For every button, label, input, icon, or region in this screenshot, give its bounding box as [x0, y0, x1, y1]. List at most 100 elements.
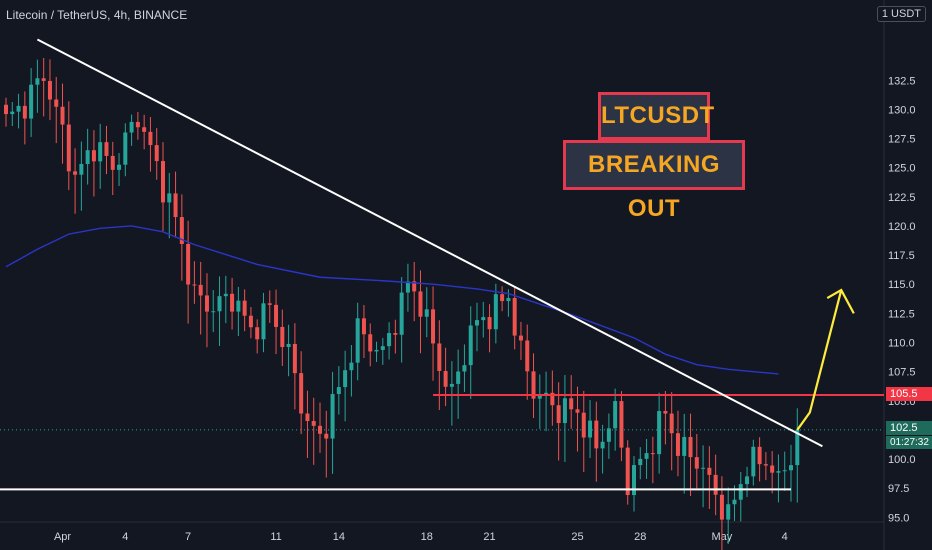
candle-body: [726, 504, 731, 520]
candle: [374, 341, 379, 363]
candle: [500, 286, 505, 312]
candle-body: [456, 371, 461, 384]
candle-body: [305, 413, 310, 421]
candle-body: [638, 458, 643, 466]
candle-body: [449, 383, 454, 387]
resistance-price-tag: 105.5: [886, 386, 932, 401]
candle-body: [192, 284, 197, 286]
candle: [650, 436, 655, 484]
candle: [493, 283, 498, 344]
moving-average-line: [5, 225, 779, 375]
candle: [481, 301, 486, 338]
candle-body: [198, 284, 203, 296]
candle: [261, 292, 266, 353]
candle: [713, 454, 718, 516]
candle: [274, 289, 279, 355]
candle: [424, 287, 429, 338]
candle: [487, 304, 492, 353]
candle: [776, 454, 781, 503]
candle-body: [167, 193, 172, 203]
candle-body: [500, 294, 505, 302]
candle: [361, 305, 366, 359]
candle: [117, 153, 122, 186]
candle-body: [142, 127, 147, 132]
candle: [443, 347, 448, 407]
candle: [632, 455, 636, 512]
candle-body: [544, 392, 549, 395]
candle: [29, 68, 34, 137]
candle-body: [47, 80, 52, 100]
candle: [349, 345, 354, 397]
candle-body: [506, 297, 511, 302]
time-axis-tick: 21: [483, 531, 495, 543]
candle-body: [487, 317, 492, 330]
candle: [192, 261, 197, 304]
candle-body: [129, 121, 134, 133]
candle: [167, 172, 172, 239]
candle: [393, 319, 398, 354]
candle: [305, 390, 310, 458]
currency-unit-selector[interactable]: 1 USDT: [876, 6, 926, 22]
candle: [512, 286, 517, 350]
projection-arrow-path: [796, 289, 843, 431]
candle-body: [588, 420, 593, 438]
bar-countdown-tag: 01:27:32: [886, 435, 932, 449]
candle-body: [424, 309, 429, 317]
candle-body: [613, 401, 618, 429]
candle-body: [393, 333, 398, 335]
candle: [701, 445, 706, 508]
candle-body: [732, 499, 737, 505]
candle: [575, 386, 580, 452]
candle: [60, 83, 65, 164]
candle: [537, 374, 542, 429]
candle-body: [770, 465, 775, 473]
time-axis-tick: Apr: [54, 531, 71, 543]
candle: [418, 270, 423, 354]
candle: [292, 323, 297, 410]
candle-body: [763, 464, 768, 466]
candle-body: [349, 362, 354, 371]
candle-body: [292, 343, 297, 374]
candle-body: [343, 370, 348, 388]
candle-body: [525, 340, 530, 372]
current-price-tag: 102.5: [886, 420, 932, 435]
candle: [267, 290, 272, 323]
candle: [795, 408, 800, 503]
candle-body: [713, 474, 718, 495]
candle: [343, 350, 348, 422]
candle-body: [738, 484, 743, 500]
candle: [41, 57, 46, 117]
candle-body: [399, 292, 404, 335]
price-axis-tick: 95.0: [888, 512, 909, 524]
candle-body: [562, 398, 567, 424]
candle-body: [550, 392, 555, 406]
candle-body: [412, 281, 417, 292]
candle-body: [10, 111, 15, 115]
candle: [525, 324, 530, 400]
time-axis-tick: 14: [333, 531, 345, 543]
candle-body: [475, 320, 479, 326]
candle: [217, 276, 222, 346]
candle-body: [248, 315, 253, 328]
candle: [751, 439, 756, 486]
candle: [242, 289, 247, 332]
candle-body: [16, 105, 21, 112]
price-axis-tick: 120.0: [888, 221, 916, 233]
candle: [412, 261, 417, 322]
candle-body: [355, 318, 360, 363]
candle: [675, 410, 680, 477]
candle-body: [682, 436, 687, 456]
candle: [732, 485, 737, 521]
candle: [405, 263, 410, 312]
candle: [518, 321, 523, 360]
candle-body: [468, 325, 473, 366]
time-axis-tick: 18: [421, 531, 433, 543]
candle-body: [688, 436, 693, 458]
candle: [387, 322, 392, 360]
candle: [148, 117, 153, 172]
candle-body: [632, 465, 636, 496]
candle-body: [60, 106, 65, 125]
candle: [4, 97, 8, 127]
candle-body: [789, 465, 793, 471]
